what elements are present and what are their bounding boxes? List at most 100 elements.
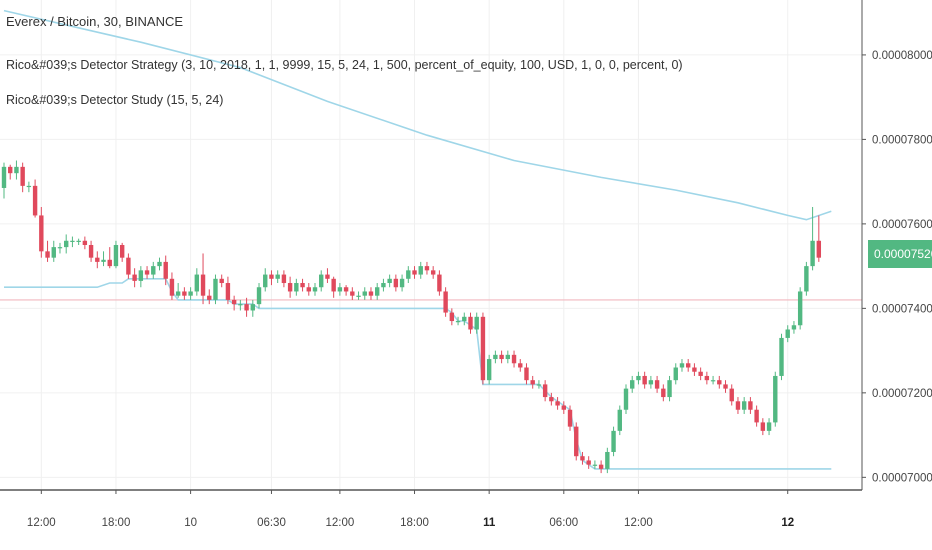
candle-body bbox=[555, 401, 560, 406]
candle-body bbox=[717, 380, 722, 385]
candle-body bbox=[549, 397, 554, 402]
candle-body bbox=[804, 266, 809, 292]
candle-body bbox=[26, 185, 32, 188]
y-tick-label: 0.00007800 bbox=[872, 134, 932, 146]
candle-body bbox=[225, 283, 231, 300]
candle-body bbox=[337, 287, 343, 292]
candle-body bbox=[462, 316, 467, 322]
candle-body bbox=[430, 270, 436, 275]
candle-body bbox=[611, 430, 616, 452]
candle-body bbox=[760, 422, 766, 431]
candle-body bbox=[524, 367, 529, 381]
candle-body bbox=[39, 215, 44, 252]
candle-body bbox=[287, 283, 293, 292]
candle-body bbox=[424, 266, 430, 271]
candle-body bbox=[698, 371, 703, 376]
candle-body bbox=[729, 388, 734, 402]
candle-body bbox=[412, 270, 417, 275]
candle-body bbox=[138, 270, 144, 281]
candle-body bbox=[561, 405, 566, 410]
candle-body bbox=[238, 304, 243, 306]
candle-body bbox=[207, 295, 212, 300]
candle-body bbox=[244, 304, 249, 311]
candle-body bbox=[654, 380, 660, 389]
y-tick-label: 0.00008000 bbox=[872, 50, 932, 62]
candle-body bbox=[169, 278, 175, 296]
candle-body bbox=[605, 451, 610, 469]
candle-body bbox=[580, 456, 585, 461]
candle-body bbox=[493, 354, 498, 360]
candle-body bbox=[636, 375, 641, 381]
candle-body bbox=[443, 291, 448, 313]
candle-body bbox=[263, 274, 268, 288]
candle-body bbox=[375, 287, 380, 296]
candle-body bbox=[157, 261, 162, 267]
candle-body bbox=[51, 247, 56, 258]
x-tick-label: 12:00 bbox=[624, 517, 653, 529]
candle-body bbox=[275, 274, 280, 279]
x-tick-label: 18:00 bbox=[400, 517, 429, 529]
candle-body bbox=[113, 245, 119, 267]
y-tick-label: 0.00007200 bbox=[872, 388, 932, 400]
candle-body bbox=[511, 354, 517, 364]
candle-body bbox=[592, 464, 598, 466]
candle-body bbox=[710, 380, 716, 382]
candle-body bbox=[20, 166, 25, 186]
candle-body bbox=[151, 266, 156, 275]
candle-body bbox=[368, 291, 374, 296]
candle-body bbox=[536, 384, 542, 386]
x-tick-label: 12:00 bbox=[27, 517, 56, 529]
candle-body bbox=[231, 299, 237, 305]
candle-body bbox=[393, 278, 399, 288]
candle-body bbox=[70, 240, 75, 242]
x-tick-label: 18:00 bbox=[102, 517, 131, 529]
candle-body bbox=[679, 363, 685, 368]
candle-body bbox=[692, 367, 697, 372]
current-price-tag: 0.00007520 bbox=[868, 240, 932, 268]
candle-body bbox=[518, 363, 523, 368]
chart-title: Everex / Bitcoin, 30, BINANCE bbox=[6, 14, 184, 29]
candle-body bbox=[468, 316, 473, 330]
x-tick-label: 12:00 bbox=[325, 517, 354, 529]
y-tick-label: 0.00007400 bbox=[872, 303, 932, 315]
time-axis-background bbox=[0, 490, 932, 550]
candle-body bbox=[623, 388, 629, 410]
candle-body bbox=[574, 426, 579, 457]
candle-body bbox=[57, 247, 63, 249]
candle-body bbox=[598, 464, 604, 469]
candle-body bbox=[64, 240, 69, 248]
candle-body bbox=[474, 316, 479, 330]
candle-body bbox=[101, 259, 106, 262]
candle-body bbox=[785, 329, 790, 338]
candle-body bbox=[399, 278, 405, 288]
candle-body bbox=[406, 270, 411, 279]
candle-body bbox=[188, 291, 193, 296]
candle-body bbox=[194, 274, 200, 292]
candle-body bbox=[256, 287, 262, 305]
x-tick-label: 11 bbox=[483, 517, 496, 529]
candle-body bbox=[766, 422, 772, 431]
study-legend[interactable]: Rico&#039;s Detector Study (15, 5, 24) bbox=[6, 93, 224, 107]
candle-body bbox=[673, 367, 678, 381]
y-tick-label: 0.00007600 bbox=[872, 219, 932, 231]
candle-body bbox=[331, 278, 336, 292]
candle-body bbox=[300, 283, 305, 288]
candle-body bbox=[219, 278, 224, 284]
x-tick-label: 06:30 bbox=[257, 517, 286, 529]
candle-body bbox=[387, 278, 392, 284]
indicator-upper-line bbox=[3, 9, 832, 221]
candle-body bbox=[754, 409, 759, 423]
strategy-legend[interactable]: Rico&#039;s Detector Strategy (3, 10, 20… bbox=[6, 58, 683, 72]
candle-body bbox=[418, 266, 423, 275]
candle-body bbox=[773, 375, 778, 423]
candle-body bbox=[182, 291, 187, 296]
candle-body bbox=[8, 166, 13, 174]
candle-body bbox=[1, 166, 7, 188]
candle-body bbox=[567, 409, 573, 427]
candle-body bbox=[325, 274, 330, 279]
candle-body bbox=[306, 287, 311, 292]
candle-body bbox=[735, 401, 741, 410]
candle-body bbox=[119, 245, 125, 258]
candle-body bbox=[132, 274, 137, 281]
